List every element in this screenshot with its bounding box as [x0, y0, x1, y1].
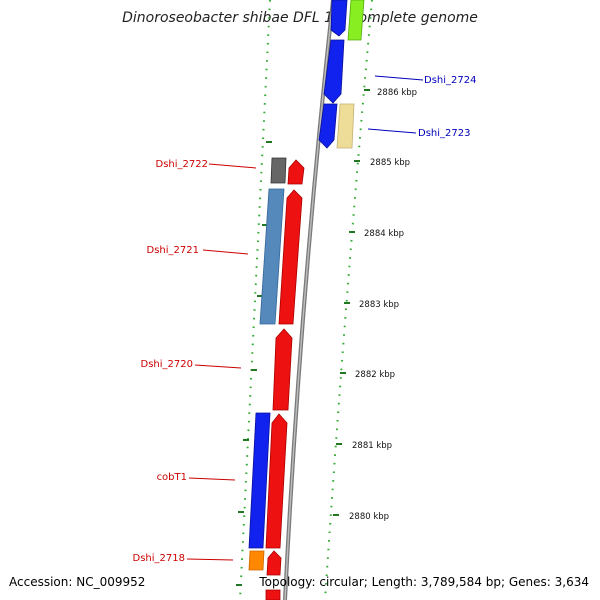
- label-dshi-2720[interactable]: Dshi_2720: [141, 359, 193, 370]
- position-label-2882: 2882 kbp: [355, 370, 395, 380]
- gene-dshi-2723[interactable]: [336, 103, 355, 149]
- label-dshi-2722[interactable]: Dshi_2722: [156, 159, 208, 170]
- gene-dshi-2722[interactable]: [270, 157, 287, 184]
- label-dshi-2721[interactable]: Dshi_2721: [147, 245, 199, 256]
- gene-cobt1[interactable]: [248, 412, 271, 549]
- position-label-2881: 2881 kbp: [352, 441, 392, 451]
- map-title: Dinoroseobacter shibae DFL 12, complete …: [122, 10, 478, 26]
- gene-dshi-2722-red[interactable]: [287, 159, 305, 185]
- gene-dshi-2720[interactable]: [272, 328, 293, 411]
- genome-backbone-highlight: [284, 0, 334, 600]
- gene-cobt1-red[interactable]: [265, 413, 288, 549]
- gene-blue-2723b[interactable]: [318, 103, 338, 149]
- gene-dshi-2718-red[interactable]: [266, 550, 282, 576]
- outer-scale-track: [324, 0, 373, 600]
- outer-track-ticks: [333, 89, 370, 516]
- gene-dshi-2721[interactable]: [259, 188, 285, 325]
- position-label-2880: 2880 kbp: [349, 512, 389, 522]
- gene-top-blue[interactable]: [330, 0, 348, 37]
- position-label-2886: 2886 kbp: [377, 88, 417, 98]
- gene-dshi-2718[interactable]: [248, 550, 265, 571]
- position-label-2884: 2884 kbp: [364, 229, 404, 239]
- label-dshi-2723[interactable]: Dshi_2723: [418, 128, 470, 139]
- label-cobt1[interactable]: cobT1: [157, 472, 187, 483]
- label-dshi-2718[interactable]: Dshi_2718: [133, 553, 185, 564]
- left-label-leaders: [186, 163, 257, 561]
- position-label-2885: 2885 kbp: [370, 158, 410, 168]
- position-label-2883: 2883 kbp: [359, 300, 399, 310]
- inner-scale-track: [239, 0, 271, 600]
- gene-bottom-red[interactable]: [265, 589, 281, 600]
- genome-summary: Topology: circular; Length: 3,789,584 bp…: [259, 575, 589, 589]
- gene-top-green[interactable]: [347, 0, 365, 41]
- gene-dshi-2721-red[interactable]: [278, 189, 303, 325]
- accession-label: Accession: NC_009952: [9, 575, 146, 589]
- right-label-leaders: [367, 75, 424, 134]
- gene-dshi-2724[interactable]: [323, 39, 345, 104]
- label-dshi-2724[interactable]: Dshi_2724: [424, 75, 476, 86]
